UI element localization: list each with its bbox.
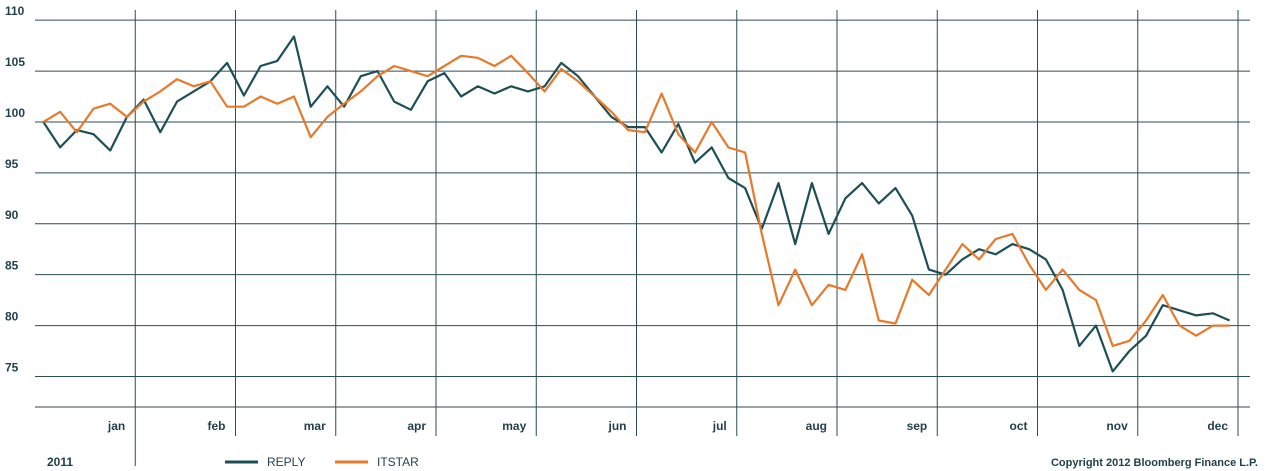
x-tick-label: jul — [712, 419, 727, 433]
x-tick-label: feb — [208, 419, 226, 433]
y-tick-label: 100 — [5, 106, 25, 120]
x-tick-label: dec — [1207, 419, 1228, 433]
x-axis-label: 2011 — [47, 455, 73, 469]
x-tick-label: oct — [1010, 419, 1028, 433]
y-tick-label: 90 — [5, 208, 19, 222]
x-tick-label: mar — [304, 419, 326, 433]
legend-label: ITSTAR — [377, 455, 419, 469]
x-tick-label: jun — [608, 419, 627, 433]
x-tick-label: apr — [407, 419, 426, 433]
y-tick-label: 110 — [5, 4, 25, 18]
x-tick-label: nov — [1106, 419, 1128, 433]
y-tick-label: 105 — [5, 55, 25, 69]
series-line — [42, 54, 1230, 347]
y-tick-label: 85 — [5, 259, 19, 273]
x-tick-label: may — [502, 419, 526, 433]
x-tick-label: aug — [806, 419, 827, 433]
footnote: Copyright 2012 Bloomberg Finance L.P. — [1051, 457, 1258, 469]
y-tick-label: 95 — [5, 157, 19, 171]
x-tick-label: sep — [907, 419, 928, 433]
x-tick-label: jan — [107, 419, 125, 433]
legend-label: REPLY — [267, 455, 305, 469]
y-tick-label: 80 — [5, 310, 19, 324]
series-line — [42, 35, 1231, 373]
y-tick-label: 75 — [5, 360, 19, 374]
